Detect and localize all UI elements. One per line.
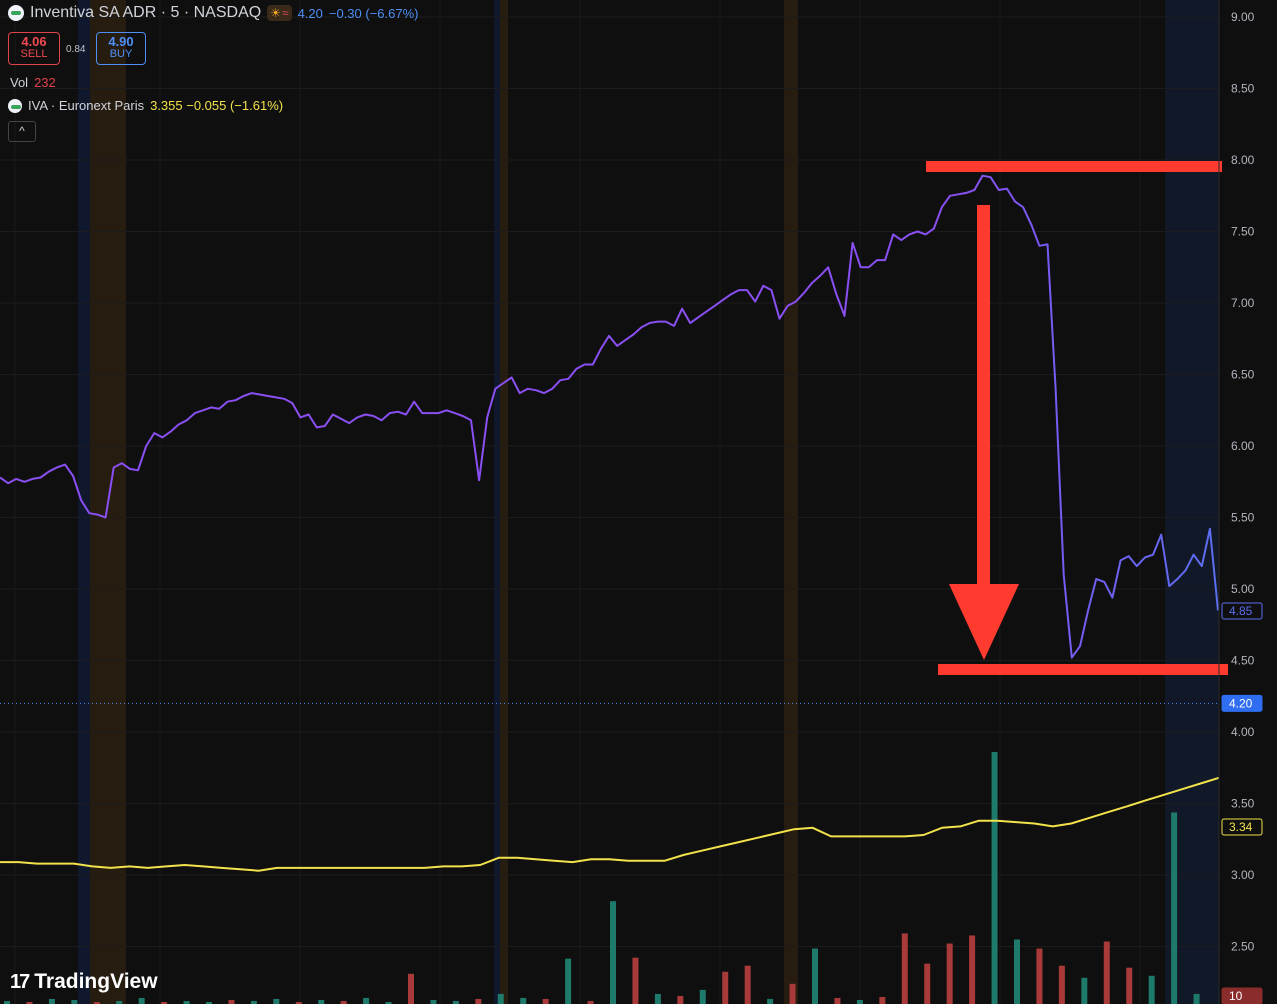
sell-button[interactable]: 4.06 SELL — [8, 32, 60, 65]
volume-bar — [408, 974, 414, 1004]
main-series-line[interactable] — [0, 176, 1218, 658]
volume-bar — [1014, 939, 1020, 1004]
session-band — [500, 0, 508, 1004]
axis-tick-label: 3.00 — [1231, 868, 1255, 882]
volume-label: Vol — [10, 75, 28, 90]
axis-tick-label: 5.00 — [1231, 582, 1255, 596]
volume-last-tag: 10 — [1229, 989, 1243, 1003]
volume-bar — [834, 998, 840, 1004]
price-change: −0.30 (−6.67%) — [329, 6, 419, 21]
volume-legend[interactable]: Vol 232 — [10, 75, 56, 90]
volume-bar — [902, 933, 908, 1004]
volume-bar — [745, 966, 751, 1004]
volume-bar — [139, 998, 145, 1004]
volume-bar — [947, 944, 953, 1004]
axis-tick-label: 3.50 — [1231, 797, 1255, 811]
main-last-price-tag: 4.85 — [1229, 604, 1253, 618]
axis-tick-label: 4.50 — [1231, 654, 1255, 668]
last-price: 4.20 — [298, 6, 323, 21]
volume-bar — [498, 994, 504, 1004]
compare-series-line[interactable] — [0, 778, 1219, 871]
volume-bar — [1149, 976, 1155, 1004]
iva-logo-icon — [8, 99, 22, 113]
annotation-arrow-head[interactable] — [949, 584, 1019, 660]
compare-legend[interactable]: IVA · Euronext Paris 3.355 −0.055 (−1.61… — [8, 98, 283, 113]
sell-price: 4.06 — [9, 35, 59, 48]
volume-bar — [924, 964, 930, 1004]
volume-bar — [857, 1000, 863, 1004]
volume-bar — [1036, 949, 1042, 1004]
tradingview-watermark: 17 TradingView — [10, 970, 158, 994]
session-indicator[interactable]: ☀ ≈ — [267, 5, 291, 21]
spread-value: 0.84 — [66, 44, 85, 55]
session-band — [784, 0, 798, 1004]
compare-value: 3.355 −0.055 (−1.61%) — [150, 98, 283, 113]
current-price-tag: 4.20 — [1229, 696, 1253, 710]
volume-bar — [520, 998, 526, 1004]
compare-last-price-tag: 3.34 — [1229, 820, 1253, 834]
volume-bar — [1104, 942, 1110, 1004]
volume-bar — [430, 1000, 436, 1004]
volume-bar — [475, 999, 481, 1004]
compare-symbol: IVA · Euronext Paris — [28, 98, 144, 113]
annotation-bottom-bar[interactable] — [938, 664, 1228, 675]
volume-bar — [992, 752, 998, 1004]
volume-bar — [565, 959, 571, 1004]
axis-tick-label: 6.50 — [1231, 368, 1255, 382]
axis-tick-label: 2.50 — [1231, 940, 1255, 954]
axis-tick-label: 7.50 — [1231, 225, 1255, 239]
annotation-top-bar[interactable] — [926, 161, 1222, 172]
buy-price: 4.90 — [97, 35, 145, 48]
volume-bar — [632, 958, 638, 1004]
tradingview-logo-icon: 17 — [10, 971, 28, 994]
volume-bar — [700, 990, 706, 1004]
axis-tick-label: 5.50 — [1231, 511, 1255, 525]
symbol-title[interactable]: Inventiva SA ADR · 5 · NASDAQ — [30, 4, 261, 22]
volume-bar — [318, 1000, 324, 1004]
axis-tick-label: 6.00 — [1231, 439, 1255, 453]
volume-bar — [71, 1000, 77, 1004]
axis-tick-label: 4.00 — [1231, 725, 1255, 739]
sell-label: SELL — [21, 48, 48, 60]
volume-bar — [655, 994, 661, 1004]
volume-bar — [228, 1000, 234, 1004]
volume-value: 232 — [34, 75, 56, 90]
volume-bar — [677, 996, 683, 1004]
volume-bar — [543, 999, 549, 1004]
chevron-up-icon: ^ — [19, 124, 25, 138]
volume-bar — [363, 998, 369, 1004]
volume-bar — [812, 949, 818, 1004]
axis-tick-label: 8.50 — [1231, 82, 1255, 96]
collapse-legend-button[interactable]: ^ — [8, 121, 36, 142]
volume-bar — [879, 997, 885, 1004]
volume-bar — [790, 984, 796, 1004]
brand-name: TradingView — [34, 970, 157, 994]
volume-bar — [722, 972, 728, 1004]
volume-bar — [49, 999, 55, 1004]
volume-bar — [273, 999, 279, 1004]
volume-bar — [1081, 978, 1087, 1004]
volume-bar — [1171, 812, 1177, 1004]
volume-bar — [767, 999, 773, 1004]
sun-icon: ☀ — [270, 6, 281, 20]
axis-tick-label: 7.00 — [1231, 296, 1255, 310]
volume-bar — [610, 901, 616, 1004]
inventiva-logo-icon — [8, 5, 24, 21]
volume-bar — [1059, 966, 1065, 1004]
buy-label: BUY — [110, 48, 133, 60]
session-band — [494, 0, 500, 1004]
volume-bar — [969, 935, 975, 1004]
axis-tick-label: 8.00 — [1231, 153, 1255, 167]
session-band — [78, 0, 90, 1004]
axis-tick-label: 9.00 — [1231, 10, 1255, 24]
annotation-arrow-shaft[interactable] — [977, 205, 990, 587]
symbol-header: Inventiva SA ADR · 5 · NASDAQ ☀ ≈ 4.20 −… — [8, 4, 419, 22]
buy-button[interactable]: 4.90 BUY — [96, 32, 146, 65]
volume-bar — [1194, 994, 1200, 1004]
volume-bar — [1126, 968, 1132, 1004]
wave-icon: ≈ — [282, 6, 289, 20]
